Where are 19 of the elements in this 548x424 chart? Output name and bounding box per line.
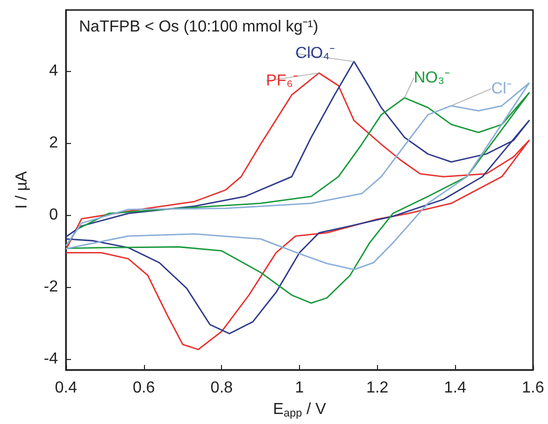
line-series [65, 92, 530, 304]
y-tick-label: 0 [49, 206, 58, 224]
x-tick-label: 1.6 [522, 380, 544, 396]
series-label: ClO₄⁻ [295, 44, 335, 62]
y-tick-label: -4 [44, 350, 58, 368]
y-axis-title: I / µA [14, 170, 30, 209]
x-tick-label: 0.8 [210, 380, 233, 396]
y-tick-label: 2 [49, 134, 58, 152]
text: NaTFPB < Os (10:100 mmol kg⁻¹) [79, 18, 318, 36]
series-label: Cl⁻ [491, 80, 512, 98]
x-tick-label: 0.6 [132, 380, 156, 396]
series-label: NO₃⁻ [414, 69, 450, 86]
x-tick-label: 1 [295, 380, 304, 396]
y-tick-label: -2 [44, 278, 58, 296]
y-tick-label: 4 [49, 62, 58, 80]
x-tick-label: 0.4 [54, 380, 78, 396]
x-tick-label: 1.2 [366, 380, 389, 396]
series-label: PF₆⁻ [266, 72, 298, 90]
x-tick-label: 1.4 [444, 380, 466, 396]
